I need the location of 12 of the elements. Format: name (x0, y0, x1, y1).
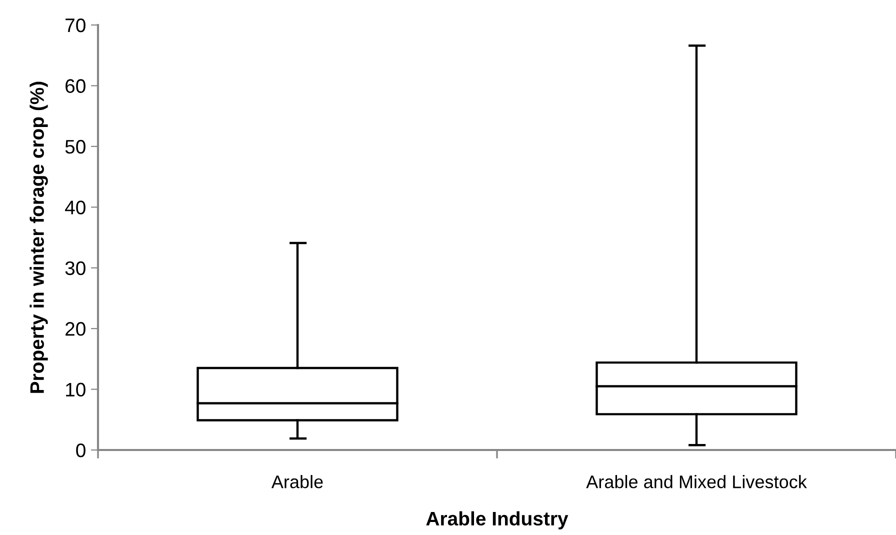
y-tick-label: 10 (66, 382, 86, 397)
y-tick-label: 50 (65, 140, 86, 154)
y-tick-label: 20 (66, 322, 86, 336)
y-tick-label: 0 (76, 443, 86, 458)
x-axis-title: Arable Industry (426, 511, 568, 530)
y-tick-label: 60 (66, 79, 86, 93)
x-tick-label: Arable and Mixed Livestock (586, 475, 807, 488)
y-tick-label: 40 (65, 200, 86, 214)
y-tick-label: 70 (66, 18, 86, 32)
y-tick-label: 30 (65, 261, 86, 276)
x-tick-label: Arable (271, 475, 323, 488)
y-axis-title: Property in winter forage crop (%) (30, 82, 48, 393)
